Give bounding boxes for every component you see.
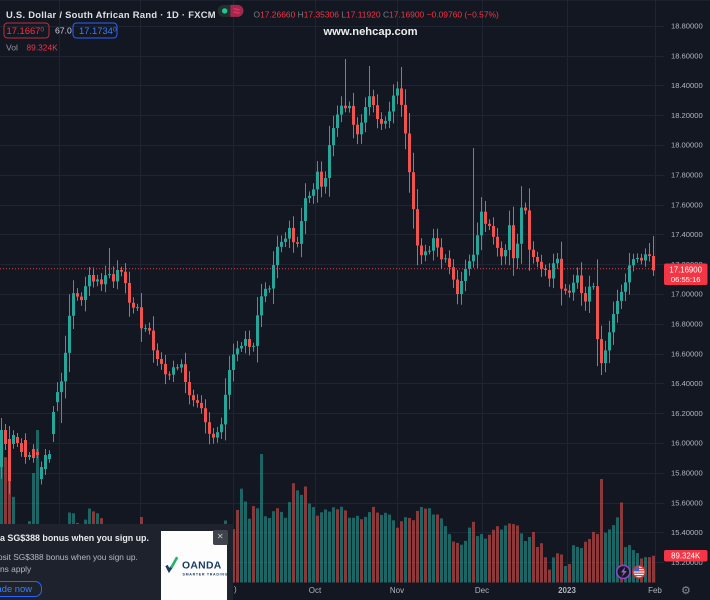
svg-text:17.16670: 17.16670 [7, 25, 45, 36]
svg-text:18.60000: 18.60000 [671, 51, 703, 60]
svg-text:67.0: 67.0 [55, 26, 72, 36]
svg-text:Dec: Dec [475, 586, 489, 595]
svg-text:89.324K: 89.324K [27, 43, 59, 53]
svg-text:Nov: Nov [390, 586, 404, 595]
svg-text:SMARTER TRADING: SMARTER TRADING [183, 573, 228, 577]
svg-text:16.00000: 16.00000 [671, 439, 703, 448]
svg-text:18.40000: 18.40000 [671, 81, 703, 90]
svg-text:17.17340: 17.17340 [79, 25, 117, 36]
svg-text:89.324K: 89.324K [671, 552, 701, 561]
svg-text:www.nehcap.com: www.nehcap.com [322, 26, 417, 38]
svg-text:18.20000: 18.20000 [671, 111, 703, 120]
svg-text:O17.26660 H17.35306 L17.11920: O17.26660 H17.35306 L17.11920 C17.16900 … [254, 9, 500, 19]
svg-text:17.80000: 17.80000 [671, 171, 703, 180]
svg-text:Vol: Vol [6, 43, 18, 53]
svg-text:Feb: Feb [648, 586, 662, 595]
svg-text:OANDA: OANDA [182, 561, 222, 572]
svg-text:⚙: ⚙ [681, 585, 691, 597]
svg-text:15.80000: 15.80000 [671, 469, 703, 478]
svg-text:17.16900: 17.16900 [669, 265, 702, 274]
svg-text:16.80000: 16.80000 [671, 320, 703, 329]
svg-text:15.20000: 15.20000 [671, 558, 703, 567]
svg-text:15.60000: 15.60000 [671, 498, 703, 507]
svg-text:18.80000: 18.80000 [671, 22, 703, 31]
svg-text:17.40000: 17.40000 [671, 230, 703, 239]
svg-text:Oct: Oct [309, 586, 322, 595]
svg-text:): ) [234, 585, 237, 594]
svg-text:16.20000: 16.20000 [671, 409, 703, 418]
svg-text:16.40000: 16.40000 [671, 379, 703, 388]
svg-text:2023: 2023 [558, 586, 576, 595]
svg-text:17.00000: 17.00000 [671, 290, 703, 299]
svg-text:16.60000: 16.60000 [671, 349, 703, 358]
svg-text:18.00000: 18.00000 [671, 141, 703, 150]
svg-text:U.S. Dollar / South African Ra: U.S. Dollar / South African Rand · 1D · … [6, 9, 216, 20]
svg-text:06:55:16: 06:55:16 [671, 275, 701, 284]
svg-text:15.40000: 15.40000 [671, 528, 703, 537]
svg-text:17.60000: 17.60000 [671, 200, 703, 209]
